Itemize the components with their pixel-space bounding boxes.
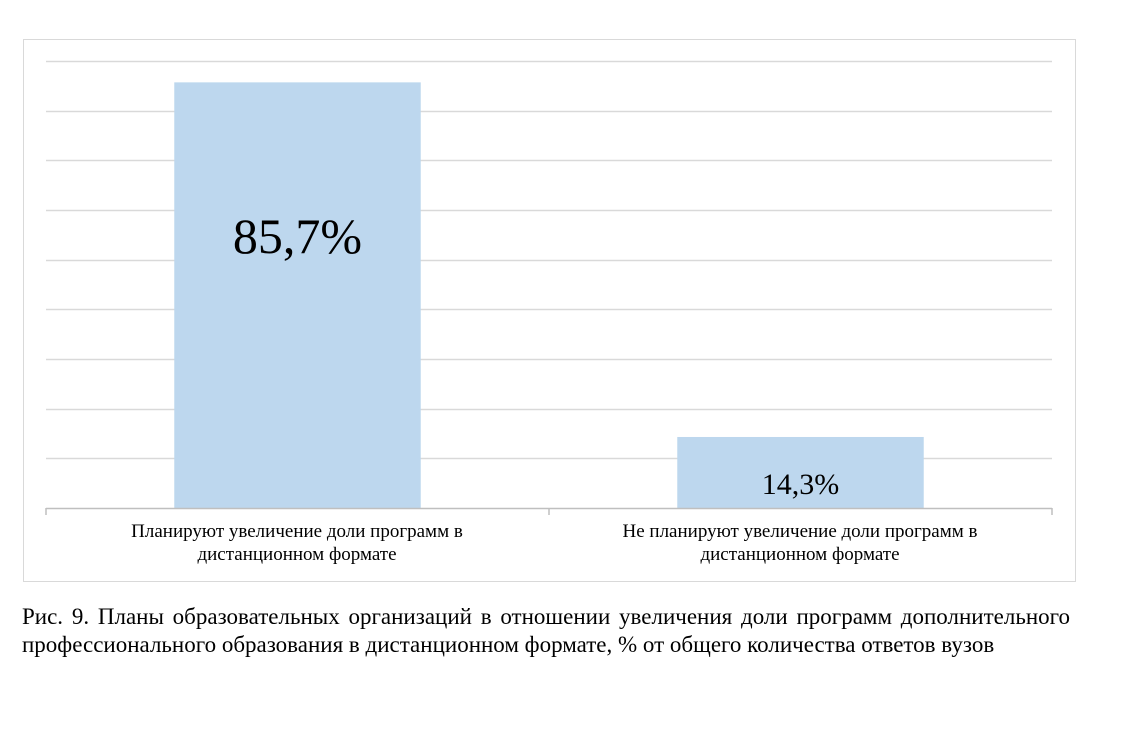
category-label-plan-increase: Планируют увеличение доли программ в дис…	[131, 521, 463, 565]
data-label-1: 14,3%	[762, 468, 840, 501]
category-label-not-plan-increase: Не планируют увеличение доли программ в …	[622, 521, 978, 565]
bar-chart: 85,7% 14,3%	[45, 60, 1053, 515]
bar-1	[677, 436, 924, 508]
data-label-0: 85,7%	[233, 208, 362, 264]
bar-0	[174, 82, 421, 509]
figure-caption: Рис. 9. Планы образовательных организаци…	[22, 604, 1070, 657]
